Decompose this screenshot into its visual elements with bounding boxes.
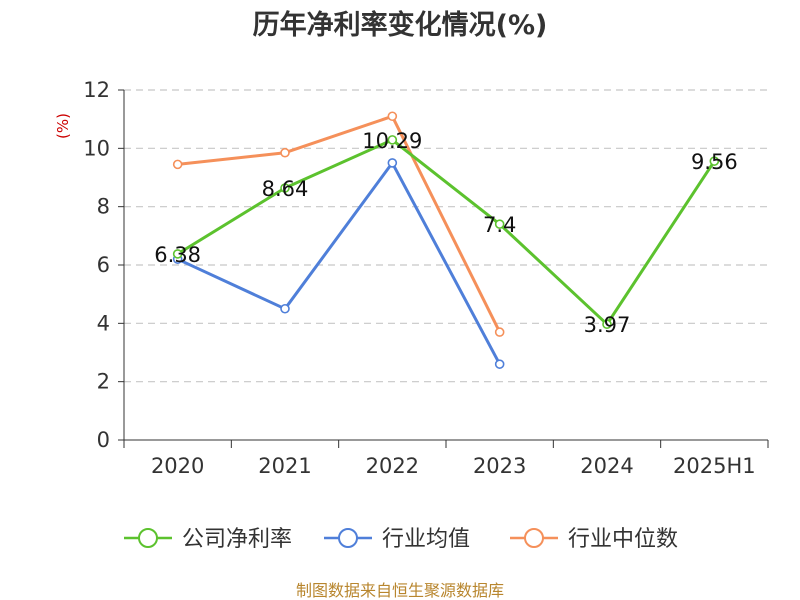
series-lines [172,111,720,369]
x-tick-label: 2021 [258,454,311,478]
legend-circle-marker [338,528,358,548]
y-tick-label: 4 [97,311,110,335]
y-tick-label: 2 [97,370,110,394]
legend-item[interactable]: 行业均值 [324,527,470,552]
data-point [172,159,183,170]
legend-circle-marker [138,528,158,548]
y-axis-label: (%) [54,113,72,139]
legend-label: 行业均值 [382,527,470,552]
series-line [176,138,716,326]
chart-title: 历年净利率变化情况(%) [253,9,548,41]
data-labels: 6.38 8.64 10.29 7.4 3.97 9.56 [154,129,737,337]
data-point [280,303,290,314]
data-point [709,156,720,166]
data-label: 7.4 [483,213,516,237]
data-point [494,359,505,369]
x-tick-label: 2023 [473,454,526,478]
y-tick-label: 6 [97,253,110,277]
data-point [387,158,398,168]
data-point [602,319,612,330]
grid-lines [124,89,768,383]
data-point [280,183,290,193]
source-note: 制图数据来自恒生聚源数据库 [296,581,504,600]
data-label: 8.64 [262,177,309,201]
series-line [177,114,502,333]
series-line [177,161,502,365]
y-tick-label: 0 [97,428,110,452]
tick-labels: 0 2 4 6 8 10 12 2020 2021 2022 2023 2024 2025H1 [83,78,755,478]
data-label: 9.56 [691,150,738,174]
x-tick-label: 2022 [366,454,419,478]
legend-item[interactable]: 行业中位数 [510,527,678,552]
axes [118,89,769,448]
x-tick-label: 2020 [151,454,204,478]
legend-label: 公司净利率 [182,527,292,552]
x-tick-label: 2024 [580,454,633,478]
data-point [172,249,183,259]
data-point [280,147,290,158]
data-point [387,111,398,122]
data-label: 3.97 [584,313,631,337]
data-label: 6.38 [154,243,201,267]
y-tick-label: 8 [97,195,110,219]
x-tick-label: 2025H1 [673,454,756,478]
data-point [387,135,398,145]
y-tick-label: 12 [83,78,110,102]
data-point [494,327,505,337]
legend-circle-marker [524,528,544,548]
legend[interactable]: 公司净利率 行业均值 行业中位数 [124,527,678,552]
data-label: 10.29 [362,129,422,153]
data-point [494,219,505,229]
y-tick-label: 10 [83,136,110,160]
legend-item[interactable]: 公司净利率 [124,527,292,552]
legend-label: 行业中位数 [568,527,678,552]
